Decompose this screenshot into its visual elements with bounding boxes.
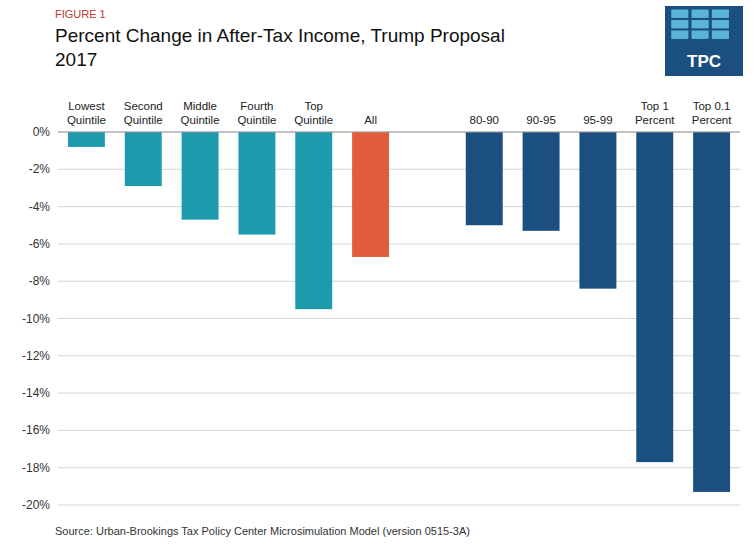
bar <box>693 132 730 492</box>
y-tick-label: -12% <box>22 349 50 363</box>
x-tick-label: All <box>364 114 377 126</box>
bar <box>523 132 560 231</box>
x-tick-label: Top 1 Percent <box>635 100 675 126</box>
y-tick-label: -8% <box>29 274 51 288</box>
bar <box>466 132 503 225</box>
grid-line <box>58 467 740 468</box>
x-tick-label: Middle Quintile <box>181 100 220 126</box>
logo-square <box>712 20 729 28</box>
x-tick-label-line: Quintile <box>67 114 106 126</box>
x-tick-label-line: Lowest <box>68 100 105 112</box>
y-tick-label: 0% <box>33 125 51 139</box>
x-tick-label-line: Quintile <box>294 114 333 126</box>
logo-square <box>692 10 709 18</box>
x-tick-label: Top 0.1 Percent <box>692 100 732 126</box>
x-tick-label-line: Top 1 <box>641 100 669 112</box>
grid-line <box>58 132 740 133</box>
y-tick-label: -6% <box>29 237 51 251</box>
x-tick-label-line: Quintile <box>181 114 220 126</box>
bar <box>182 132 219 220</box>
bar <box>125 132 162 186</box>
logo-square <box>712 31 729 39</box>
y-tick-label: -4% <box>29 200 51 214</box>
x-tick-label-line: Middle <box>183 100 217 112</box>
chart-svg: FIGURE 1 Percent Change in After-Tax Inco… <box>0 0 755 546</box>
bar <box>68 132 105 147</box>
bar <box>352 132 389 257</box>
x-tick-label: 90-95 <box>526 114 555 126</box>
x-tick-label-line: Percent <box>692 114 732 126</box>
x-tick-label-line: Second <box>124 100 163 112</box>
x-tick-label: 95-99 <box>583 114 612 126</box>
grid-line <box>58 505 740 506</box>
title: Percent Change in After-Tax Income, Trum… <box>55 25 505 46</box>
x-tick-label-line: 90-95 <box>526 114 555 126</box>
logo-square <box>671 10 688 18</box>
figure-label: FIGURE 1 <box>55 8 106 20</box>
x-tick-label: Lowest Quintile <box>67 100 106 126</box>
x-tick-label: Fourth Quintile <box>237 100 276 126</box>
x-tick-label: Top Quintile <box>294 100 333 126</box>
x-tick-label-line: All <box>364 114 377 126</box>
y-tick-label: -16% <box>22 423 50 437</box>
logo-square <box>712 10 729 18</box>
y-tick-label: -14% <box>22 386 50 400</box>
logo-square <box>671 31 688 39</box>
logo-square <box>692 31 709 39</box>
logo-square <box>692 20 709 28</box>
x-tick-label-line: Top 0.1 <box>693 100 731 112</box>
x-tick-label-line: 95-99 <box>583 114 612 126</box>
x-tick-label-line: Quintile <box>124 114 163 126</box>
bar <box>636 132 673 462</box>
y-axis: 0% -2% -4% -6% -8% -10% -12% -14% -16% -18% -20% <box>22 125 50 512</box>
grid <box>58 132 740 505</box>
chart-container: FIGURE 1 Percent Change in After-Tax Inco… <box>0 0 755 546</box>
subtitle: 2017 <box>55 49 97 70</box>
logo-square <box>671 20 688 28</box>
logo-text: TPC <box>687 52 721 71</box>
logo: TPC <box>665 6 743 76</box>
zero-line <box>58 132 740 133</box>
x-tick-label-line: Fourth <box>240 100 273 112</box>
bar <box>238 132 275 235</box>
x-tick-label-line: Percent <box>635 114 675 126</box>
x-tick-label-line: Top <box>304 100 323 112</box>
y-tick-label: -18% <box>22 461 50 475</box>
x-tick-label-line: Quintile <box>237 114 276 126</box>
source-note: Source: Urban-Brookings Tax Policy Cente… <box>55 525 470 537</box>
x-tick-label-line: 80-90 <box>470 114 499 126</box>
x-tick-label: Second Quintile <box>124 100 163 126</box>
bar <box>295 132 332 309</box>
x-tick-label: 80-90 <box>470 114 499 126</box>
x-axis: Lowest Quintile Second Quintile Middle Quinti… <box>67 100 732 126</box>
logo-background <box>665 6 743 76</box>
bar <box>579 132 616 289</box>
y-tick-label: -20% <box>22 498 50 512</box>
y-tick-label: -10% <box>22 312 50 326</box>
y-tick-label: -2% <box>29 162 51 176</box>
bars <box>68 132 730 492</box>
